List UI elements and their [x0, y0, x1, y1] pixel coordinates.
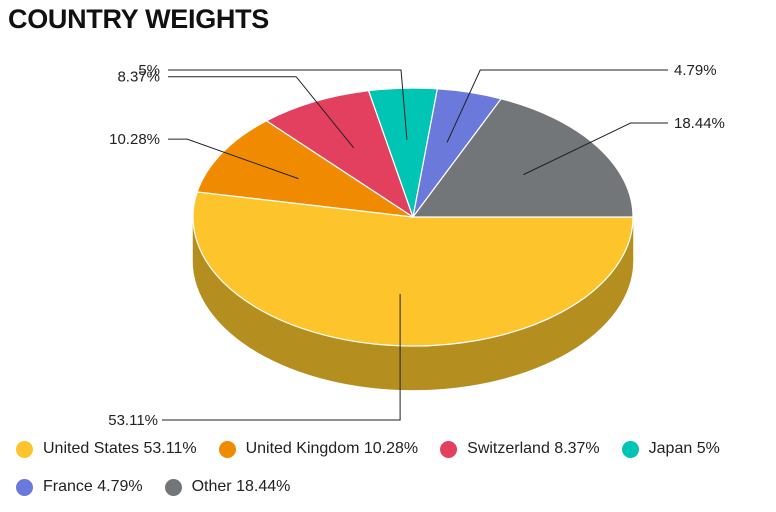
slice-united-kingdom[interactable] — [196, 120, 414, 218]
label-leaders — [162, 69, 668, 421]
label-united-states: 53.11% — [108, 412, 158, 425]
legend-row: France 4.79% Other 18.44% — [16, 474, 776, 500]
legend-label: United States 53.11% — [43, 440, 197, 457]
legend-item-france[interactable]: France 4.79% — [16, 478, 143, 496]
legend-item-united-kingdom[interactable]: United Kingdom 10.28% — [218, 440, 419, 458]
slice-united-states[interactable] — [192, 191, 634, 347]
legend-label: Japan 5% — [648, 440, 720, 457]
label-japan: 5% — [138, 62, 160, 79]
legend: United States 53.11% United Kingdom 10.28… — [16, 436, 776, 512]
legend-swatch — [440, 440, 458, 458]
legend-label: France 4.79% — [43, 478, 143, 495]
pie-slices — [192, 87, 634, 347]
legend-swatch — [16, 478, 33, 496]
leader-united-states — [162, 294, 401, 421]
legend-item-united-states[interactable]: United States 53.11% — [16, 440, 197, 458]
leader-japan — [168, 69, 408, 140]
legend-label: Other 18.44% — [191, 478, 291, 495]
legend-row: United States 53.11% United Kingdom 10.28… — [16, 436, 776, 462]
slice-other[interactable] — [412, 98, 634, 218]
leader-switzerland — [168, 76, 355, 149]
legend-item-japan[interactable]: Japan 5% — [621, 440, 720, 458]
legend-swatch — [16, 440, 33, 458]
slice-switzerland[interactable] — [265, 90, 414, 218]
leader-united-kingdom — [168, 138, 299, 180]
pie-chart: 53.11% 10.28% 8.37%5% 4.79% 18.44% — [108, 62, 725, 425]
legend-swatch — [218, 440, 236, 458]
label-united-kingdom: 10.28% — [109, 131, 160, 148]
legend-label: Switzerland 8.37% — [467, 440, 600, 457]
leader-france — [446, 69, 668, 143]
chart-title: COUNTRY WEIGHTS — [8, 4, 270, 34]
label-other: 18.44% — [674, 115, 725, 132]
slice-labels: 53.11% 10.28% 8.37%5% 4.79% 18.44% — [108, 62, 725, 425]
legend-swatch — [164, 478, 182, 496]
label-switzerland: 8.37% — [117, 69, 160, 86]
legend-swatch — [621, 440, 639, 458]
label-france: 4.79% — [674, 62, 717, 79]
legend-label: United Kingdom 10.28% — [245, 440, 419, 457]
leader-other — [523, 122, 668, 176]
legend-item-other[interactable]: Other 18.44% — [164, 478, 291, 496]
legend-item-switzerland[interactable]: Switzerland 8.37% — [440, 440, 600, 458]
